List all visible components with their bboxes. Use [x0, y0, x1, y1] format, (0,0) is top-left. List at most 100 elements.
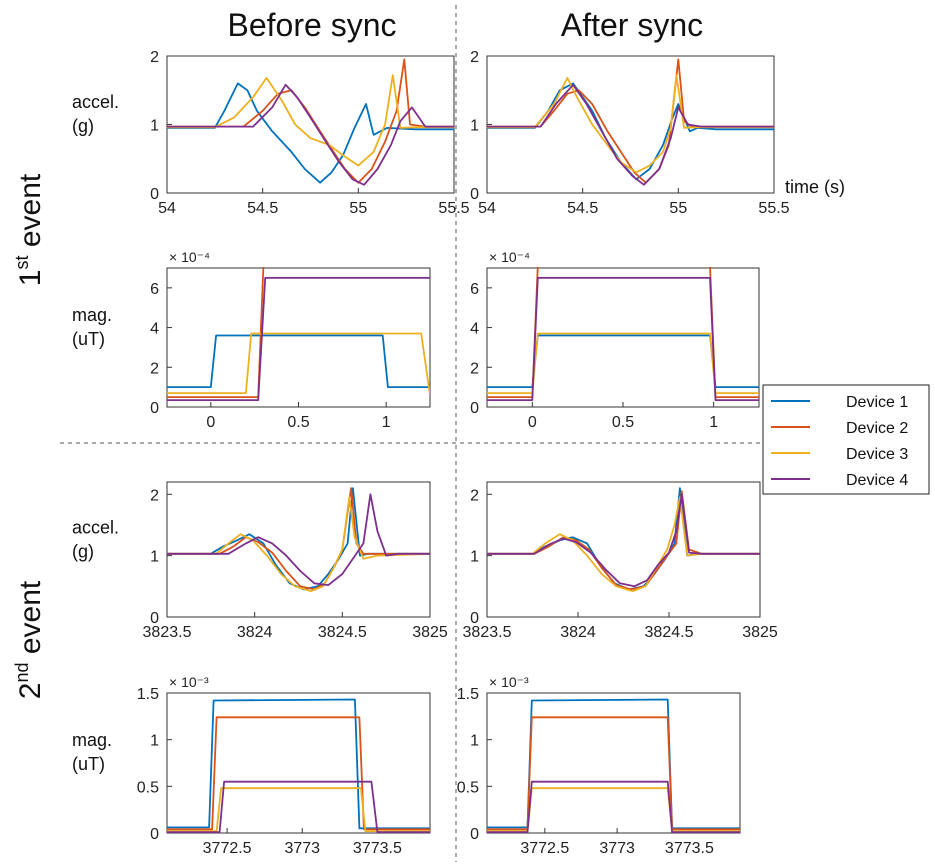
y-axis-label: mag.: [72, 730, 112, 750]
x-tick-label: 1: [709, 414, 718, 431]
x-tick-label: 55: [669, 200, 687, 217]
panel-event1-accel-after: 54 54.5 55 55.5 0 1 2: [470, 49, 790, 217]
series-line-device-2: [167, 58, 454, 184]
x-tick-label: 3824: [237, 624, 273, 641]
series-line-device-4: [487, 780, 740, 833]
axis-multiplier: × 10⁻³: [489, 674, 529, 690]
series-line-device-2: [487, 716, 740, 831]
panel-event2-accel-before: 3823.5 3824 3824.5 3825 0 1 2 accel. (g): [72, 481, 448, 641]
legend-label-device-1: Device 1: [846, 394, 908, 411]
panel-event2-accel-after: 3823.5 3824 3824.5 3825 0 1 2: [463, 481, 778, 641]
y-tick-label: 0: [470, 826, 479, 843]
series-line-device-3: [487, 74, 774, 174]
series-line-device-4: [167, 276, 430, 402]
axes-frame: [486, 692, 741, 834]
series-line-device-1: [167, 334, 430, 389]
series-line-device-2: [167, 487, 430, 591]
series-line-device-3: [167, 74, 454, 167]
x-tick-label: 3773: [599, 840, 635, 857]
y-tick-label: 0: [150, 610, 159, 627]
series-line-device-1: [487, 698, 740, 830]
series-line-device-3: [167, 496, 430, 593]
series-line-device-2: [487, 267, 759, 399]
y-tick-label: 1.5: [457, 686, 479, 703]
y-tick-label: 1: [470, 549, 479, 566]
x-tick-label: 3772.5: [203, 840, 252, 857]
time-axis-label: time (s): [785, 177, 845, 197]
axes-frame: [166, 692, 431, 834]
series-group: [487, 58, 774, 186]
series-line-device-4: [487, 493, 760, 588]
y-tick-label: 2: [150, 49, 159, 66]
axis-multiplier: × 10⁻⁴: [169, 249, 210, 265]
x-tick-label: 3773.5: [353, 840, 402, 857]
panel-event2-mag-before: 3772.5 3773 3773.5 0 0.5 1 1.5 × 10⁻³ mag. (uT): [72, 674, 431, 857]
legend-box: [762, 384, 930, 495]
legend-label-device-4: Device 4: [846, 472, 908, 489]
series-line-device-4: [487, 276, 759, 402]
series-line-device-2: [487, 490, 760, 591]
series-line-device-1: [167, 82, 454, 184]
y-tick-label: 2: [470, 49, 479, 66]
series-line-device-3: [487, 332, 759, 395]
panel-event1-mag-after: 0 0.5 1 0 2 4 6 × 10⁻⁴: [470, 249, 760, 431]
x-tick-label: 3823.5: [463, 624, 512, 641]
series-line-device-2: [167, 716, 430, 831]
series-line-device-1: [487, 334, 759, 389]
y-tick-label: 6: [470, 281, 479, 298]
series-group: [487, 487, 760, 593]
series-line-device-1: [487, 82, 774, 181]
series-line-device-4: [487, 83, 774, 186]
series-line-device-2: [167, 267, 265, 399]
series-group: [167, 698, 430, 833]
y-tick-label: 0: [150, 826, 159, 843]
series-line-device-1: [167, 487, 430, 591]
axes-frame: [486, 481, 761, 618]
series-line-device-2: [487, 58, 774, 184]
series-line-device-3: [487, 787, 740, 832]
x-tick-label: 3773: [284, 840, 320, 857]
column-title-before: Before sync: [228, 7, 397, 43]
y-tick-label: 1: [150, 549, 159, 566]
y-tick-label: 0.5: [137, 779, 159, 796]
x-tick-label: 1: [382, 414, 391, 431]
y-axis-label: (g): [72, 541, 94, 561]
x-tick-label: 3773.5: [665, 840, 714, 857]
series-line-device-3: [167, 332, 430, 396]
x-tick-label: 3824.5: [318, 624, 367, 641]
x-tick-label: 54.5: [567, 200, 598, 217]
y-tick-label: 0: [470, 186, 479, 203]
series-line-device-1: [167, 698, 430, 830]
y-tick-label: 1: [470, 118, 479, 135]
series-group: [167, 267, 430, 402]
series-group: [487, 698, 740, 833]
x-tick-label: 0: [528, 414, 537, 431]
y-axis-label: accel.: [72, 92, 119, 112]
legend: Device 1 Device 2 Device 3 Device 4: [762, 384, 930, 495]
y-tick-label: 0.5: [457, 779, 479, 796]
x-tick-label: 3825: [412, 624, 448, 641]
axis-multiplier: × 10⁻³: [169, 674, 209, 690]
x-tick-label: 55.5: [438, 200, 469, 217]
y-tick-label: 4: [150, 321, 159, 338]
y-axis-label: mag.: [72, 305, 112, 325]
x-tick-label: 0.5: [612, 414, 634, 431]
y-tick-label: 0: [150, 400, 159, 417]
series-line-device-4: [167, 493, 430, 586]
series-group: [487, 267, 759, 402]
row-title-event-1: 1st event: [12, 173, 47, 286]
x-tick-label: 3823.5: [143, 624, 192, 641]
series-line-device-3: [167, 787, 430, 832]
column-title-after: After sync: [561, 7, 703, 43]
y-tick-label: 2: [150, 487, 159, 504]
y-axis-label: accel.: [72, 517, 119, 537]
y-axis-label: (uT): [72, 329, 105, 349]
x-tick-label: 55.5: [758, 200, 789, 217]
legend-label-device-3: Device 3: [846, 446, 908, 463]
y-tick-label: 2: [150, 360, 159, 377]
x-tick-label: 3825: [742, 624, 778, 641]
panel-event2-mag-after: 3772.5 3773 3773.5 0 0.5 1 1.5 × 10⁻³: [457, 674, 741, 857]
x-tick-label: 54: [478, 200, 496, 217]
row-title-event-2: 2nd event: [12, 580, 47, 699]
